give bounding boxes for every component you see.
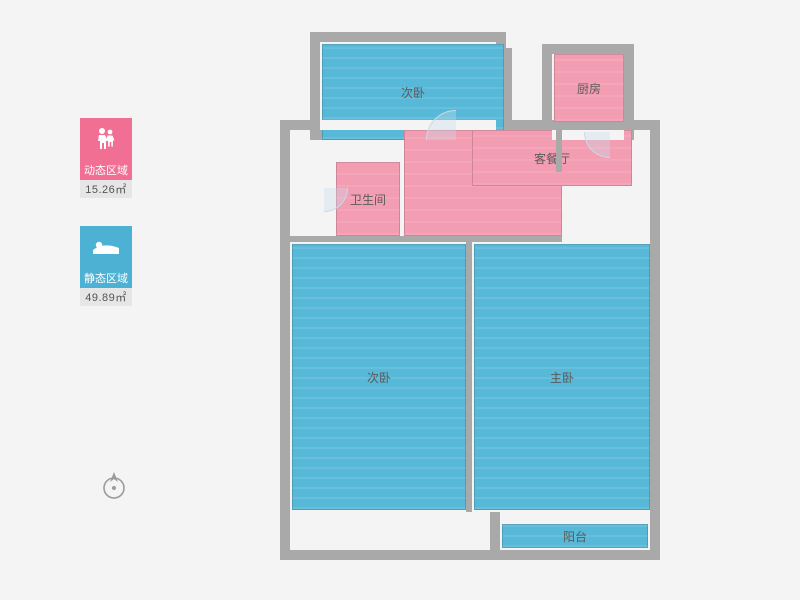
- room-master: 主卧: [474, 244, 650, 510]
- room-label: 厨房: [577, 80, 601, 97]
- floorplan: 次卧厨房卫生间客餐厅次卧主卧阳台: [280, 32, 660, 560]
- interior-wall: [290, 236, 562, 242]
- legend-dynamic-value: 15.26㎡: [80, 180, 132, 198]
- interior-wall: [556, 130, 562, 172]
- room-label: 客餐厅: [534, 150, 570, 167]
- legend-static-value: 49.89㎡: [80, 288, 132, 306]
- room-bed2b: 次卧: [292, 244, 466, 510]
- room-bath: 卫生间: [336, 162, 400, 236]
- compass-icon: [98, 470, 130, 502]
- room-label: 主卧: [550, 369, 574, 386]
- room-label: 次卧: [401, 84, 425, 101]
- legend-static-label: 静态区域: [80, 268, 132, 288]
- interior-wall: [466, 242, 472, 512]
- people-icon: [80, 118, 132, 160]
- legend-static: 静态区域 49.89㎡: [80, 226, 132, 306]
- room-label: 卫生间: [350, 191, 386, 208]
- legend-dynamic-label: 动态区域: [80, 160, 132, 180]
- wall-opening: [500, 512, 650, 522]
- legend: 动态区域 15.26㎡ 静态区域 49.89㎡: [80, 118, 140, 334]
- room-label: 阳台: [563, 528, 587, 545]
- sleep-icon: [80, 226, 132, 268]
- legend-dynamic: 动态区域 15.26㎡: [80, 118, 132, 198]
- room-balcony: 阳台: [502, 524, 648, 548]
- interior-wall: [506, 48, 512, 130]
- room-kitchen: 厨房: [554, 54, 624, 122]
- room-label: 次卧: [367, 369, 391, 386]
- wall-opening: [320, 120, 496, 130]
